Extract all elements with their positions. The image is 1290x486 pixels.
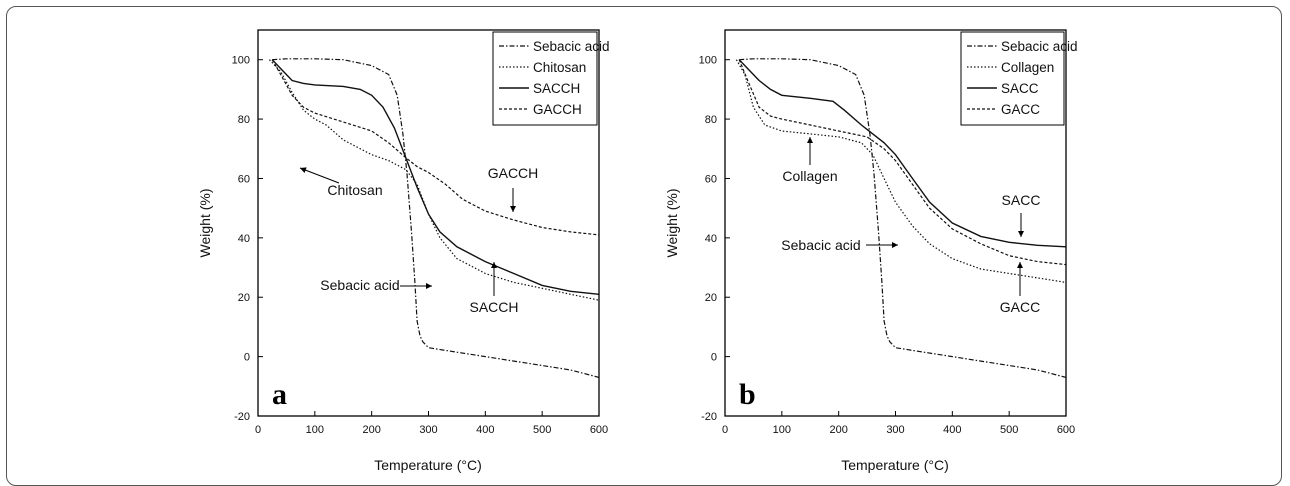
legend-label: SACC bbox=[1001, 81, 1039, 96]
x-tick-label: 0 bbox=[255, 424, 261, 436]
y-tick-label: 40 bbox=[238, 233, 250, 245]
x-tick-label: 200 bbox=[362, 424, 380, 436]
panel-label: b bbox=[739, 378, 756, 411]
x-tick-label: 300 bbox=[419, 424, 437, 436]
annotation-arrow bbox=[299, 167, 340, 184]
y-tick-label: 80 bbox=[238, 114, 250, 126]
series-line-collagen bbox=[735, 59, 1067, 283]
annotation-label: GACC bbox=[1000, 299, 1040, 315]
y-tick-label: 60 bbox=[238, 173, 250, 185]
arrowhead bbox=[892, 242, 898, 248]
legend-label: GACCH bbox=[533, 102, 582, 117]
annotation-label: Sebacic acid bbox=[781, 237, 860, 253]
arrowhead bbox=[491, 262, 497, 268]
y-tick-label: 100 bbox=[232, 55, 250, 67]
series-line-sebacic-acid bbox=[739, 58, 1067, 378]
y-axis-label: Weight (%) bbox=[197, 189, 213, 258]
x-tick-label: 400 bbox=[943, 424, 961, 436]
y-tick-label: 80 bbox=[705, 114, 717, 126]
annotation-label: Collagen bbox=[782, 168, 837, 184]
legend-label: Sebacic acid bbox=[533, 39, 610, 54]
x-axis-label: Temperature (°C) bbox=[374, 457, 482, 473]
x-tick-label: 600 bbox=[1057, 424, 1075, 436]
y-tick-label: 60 bbox=[705, 173, 717, 185]
legend-label: Chitosan bbox=[533, 60, 586, 75]
annotation-label: Chitosan bbox=[327, 182, 382, 198]
y-tick-label: 20 bbox=[705, 292, 717, 304]
chart-panel-a: 0 100 200 300 400 500 600 -20 0 20 40 60 80 100 Sebac… bbox=[197, 29, 610, 473]
series-line-gacch bbox=[271, 59, 600, 236]
arrowhead bbox=[1018, 231, 1024, 237]
legend-label: GACC bbox=[1001, 102, 1040, 117]
x-tick-label: 200 bbox=[829, 424, 847, 436]
x-tick-label: 100 bbox=[306, 424, 324, 436]
x-tick-label: 500 bbox=[1000, 424, 1018, 436]
y-axis-label: Weight (%) bbox=[664, 189, 680, 258]
series-line-sacch bbox=[271, 59, 600, 295]
annotation-label: Sebacic acid bbox=[320, 277, 399, 293]
x-axis-label: Temperature (°C) bbox=[841, 457, 949, 473]
y-tick-label: 0 bbox=[244, 352, 250, 364]
x-tick-label: 0 bbox=[722, 424, 728, 436]
legend: Sebacic acid Collagen SACC GACC bbox=[960, 31, 1078, 126]
x-tick-label: 300 bbox=[886, 424, 904, 436]
arrowhead bbox=[300, 167, 307, 173]
annotation-label: SACCH bbox=[469, 299, 518, 315]
legend-label: Collagen bbox=[1001, 60, 1054, 75]
x-tick-label: 500 bbox=[533, 424, 551, 436]
y-tick-label: -20 bbox=[234, 411, 250, 423]
chart-panel-b: 0 100 200 300 400 500 600 -20 0 20 40 60 80 100 Sebac… bbox=[664, 29, 1078, 473]
arrowhead bbox=[1017, 262, 1023, 268]
x-tick-label: 100 bbox=[773, 424, 791, 436]
arrowhead bbox=[807, 137, 813, 143]
annotation-label: GACCH bbox=[488, 165, 539, 181]
y-tick-label: 0 bbox=[711, 352, 717, 364]
annotation-label: SACC bbox=[1002, 192, 1041, 208]
legend: Sebacic acid Chitosan SACCH GACCH bbox=[492, 31, 610, 126]
arrowhead bbox=[426, 283, 432, 289]
y-tick-label: 40 bbox=[705, 233, 717, 245]
series-line-sacc bbox=[738, 59, 1067, 248]
y-tick-label: -20 bbox=[701, 411, 717, 423]
series-line-gacc bbox=[738, 59, 1067, 266]
y-tick-label: 100 bbox=[699, 55, 717, 67]
x-tick-label: 400 bbox=[476, 424, 494, 436]
legend-label: Sebacic acid bbox=[1001, 39, 1078, 54]
arrowhead bbox=[510, 206, 516, 212]
x-tick-label: 600 bbox=[590, 424, 608, 436]
legend-label: SACCH bbox=[533, 81, 580, 96]
series-line-sebacic-acid bbox=[272, 58, 600, 378]
y-tick-label: 20 bbox=[238, 292, 250, 304]
panel-label: a bbox=[272, 378, 287, 411]
